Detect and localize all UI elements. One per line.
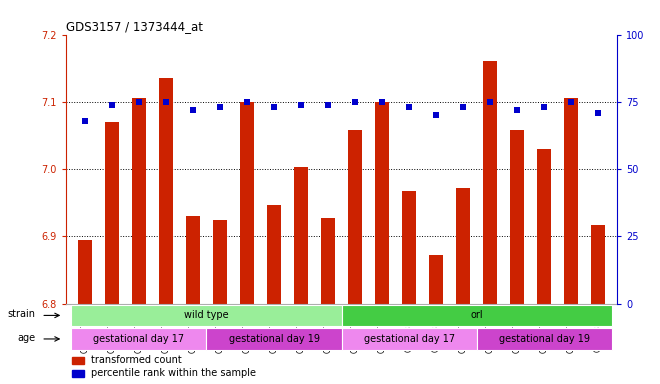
Point — [539, 104, 549, 110]
Bar — [267, 205, 280, 304]
Point — [485, 99, 496, 105]
Point — [458, 104, 469, 110]
Point — [593, 109, 603, 116]
Bar — [510, 130, 524, 304]
Bar — [403, 190, 416, 304]
Point — [566, 99, 576, 105]
Bar — [477, 328, 612, 350]
Text: age: age — [18, 333, 36, 343]
Bar — [321, 217, 335, 304]
Point — [323, 101, 333, 108]
Bar — [71, 328, 207, 350]
Bar — [213, 220, 227, 304]
Bar — [376, 102, 389, 304]
Point — [187, 107, 198, 113]
Point — [350, 99, 360, 105]
Text: gestational day 17: gestational day 17 — [364, 334, 455, 344]
Text: transformed count: transformed count — [91, 355, 182, 365]
Point — [431, 112, 442, 118]
Text: gestational day 19: gestational day 19 — [228, 334, 319, 344]
Text: percentile rank within the sample: percentile rank within the sample — [91, 368, 256, 378]
Bar — [71, 370, 84, 377]
Bar — [78, 240, 92, 304]
Bar — [537, 149, 551, 304]
Bar — [430, 255, 443, 304]
Bar — [294, 167, 308, 304]
Bar — [240, 102, 253, 304]
Bar — [564, 98, 578, 304]
Bar — [591, 225, 605, 304]
Point — [512, 107, 523, 113]
Bar — [342, 328, 477, 350]
Bar — [456, 188, 470, 304]
Bar — [342, 305, 612, 326]
Bar — [71, 357, 84, 364]
Point — [107, 101, 117, 108]
Bar — [483, 61, 497, 304]
Point — [242, 99, 252, 105]
Text: gestational day 19: gestational day 19 — [499, 334, 589, 344]
Text: wild type: wild type — [184, 310, 229, 320]
Bar — [132, 98, 146, 304]
Bar — [186, 216, 200, 304]
Point — [269, 104, 279, 110]
Point — [296, 101, 306, 108]
Bar — [105, 122, 119, 304]
Text: orl: orl — [471, 310, 483, 320]
Point — [214, 104, 225, 110]
Point — [80, 118, 90, 124]
Text: GDS3157 / 1373444_at: GDS3157 / 1373444_at — [66, 20, 203, 33]
Point — [134, 99, 145, 105]
Bar — [71, 305, 342, 326]
Point — [160, 99, 171, 105]
Bar — [348, 130, 362, 304]
Point — [377, 99, 387, 105]
Text: gestational day 17: gestational day 17 — [93, 334, 185, 344]
Bar — [207, 328, 342, 350]
Bar — [159, 78, 173, 304]
Point — [404, 104, 414, 110]
Text: strain: strain — [8, 309, 36, 319]
